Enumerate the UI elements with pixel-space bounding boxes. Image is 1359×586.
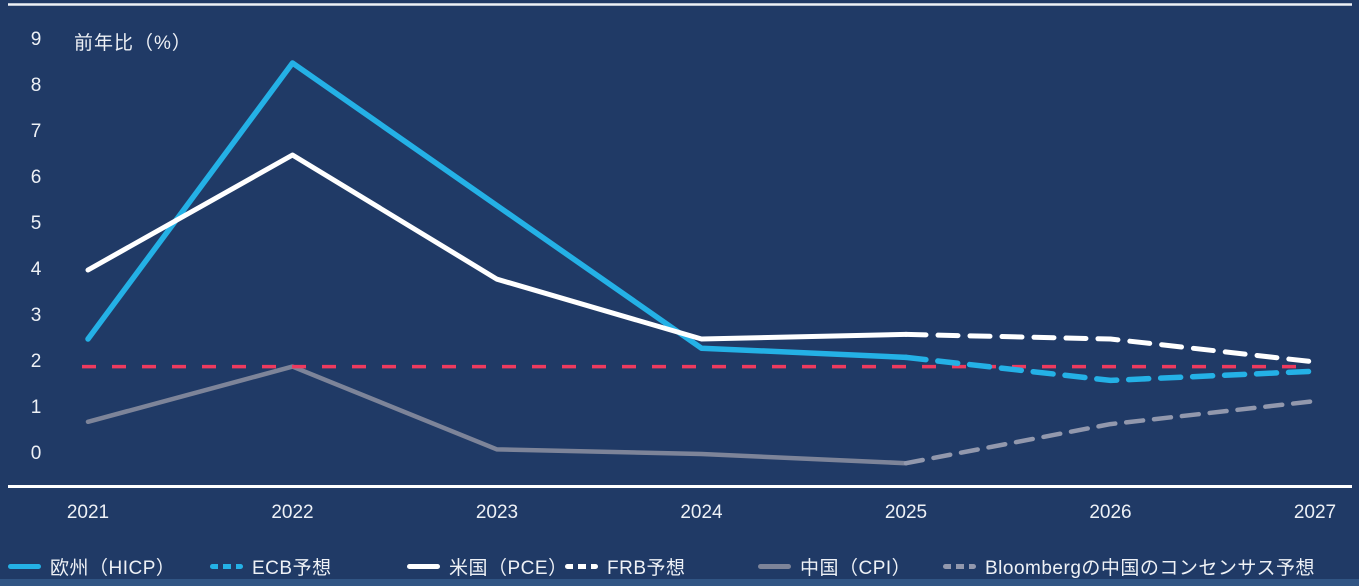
legend-label: 米国（PCE） [449, 557, 568, 579]
x-tick-label: 2022 [271, 502, 314, 523]
y-tick-label: 8 [30, 75, 42, 96]
series-line-ecb-forecast [903, 354, 1318, 384]
series-line-eu-hicp [85, 60, 909, 361]
x-tick-label: 2023 [475, 502, 519, 523]
bottom-accent-strip [0, 579, 1359, 586]
legend-item-eu-hicp: 欧州（HICP） [8, 553, 175, 579]
legend-line-swatch-ecb-forecast [210, 563, 243, 569]
y-tick-label: 9 [30, 29, 42, 50]
y-tick-label: 7 [30, 121, 42, 142]
x-tick-label: 2027 [1293, 502, 1337, 523]
legend-item-frb-forecast: FRB予想 [565, 553, 686, 579]
y-tick-label: 6 [30, 167, 42, 188]
legend-item-bloomberg-china-consensus: Bloombergの中国のコンセンサス予想 [943, 553, 1315, 579]
legend-line-swatch-eu-hicp [8, 563, 41, 569]
series-line-frb-forecast [903, 331, 1318, 365]
x-tick-label: 2024 [680, 502, 723, 523]
y-tick-label: 5 [30, 213, 42, 234]
legend-item-us-pce: 米国（PCE） [407, 553, 568, 579]
y-tick-label: 0 [30, 443, 42, 464]
legend-item-ecb-forecast: ECB予想 [210, 553, 332, 579]
legend-label: Bloombergの中国のコンセンサス予想 [985, 557, 1316, 579]
legend-line-swatch-frb-forecast [565, 563, 598, 569]
legend-item-china-cpi: 中国（CPI） [758, 553, 911, 579]
legend-label: 欧州（HICP） [50, 557, 176, 579]
series-line-us-pce [85, 152, 909, 342]
legend-line-swatch-us-pce [407, 563, 440, 569]
x-tick-label: 2025 [884, 502, 928, 523]
y-tick-label: 3 [30, 305, 42, 326]
legend-label: 中国（CPI） [800, 557, 912, 579]
x-tick-label: 2021 [66, 502, 110, 523]
x-tick-label: 2026 [1089, 502, 1132, 523]
y-tick-label: 1 [30, 397, 42, 418]
legend-line-swatch-bloomberg-china-consensus [943, 563, 976, 569]
legend-line-swatch-china-cpi [758, 563, 791, 569]
legend-label: FRB予想 [607, 557, 686, 579]
legend-label: ECB予想 [252, 557, 332, 579]
y-axis-title: 前年比（%） [74, 33, 192, 54]
series-line-china-cpi [85, 364, 909, 466]
y-tick-label: 2 [30, 351, 42, 372]
y-tick-label: 4 [30, 259, 42, 280]
series-line-bloomberg-china-consensus [903, 398, 1318, 466]
